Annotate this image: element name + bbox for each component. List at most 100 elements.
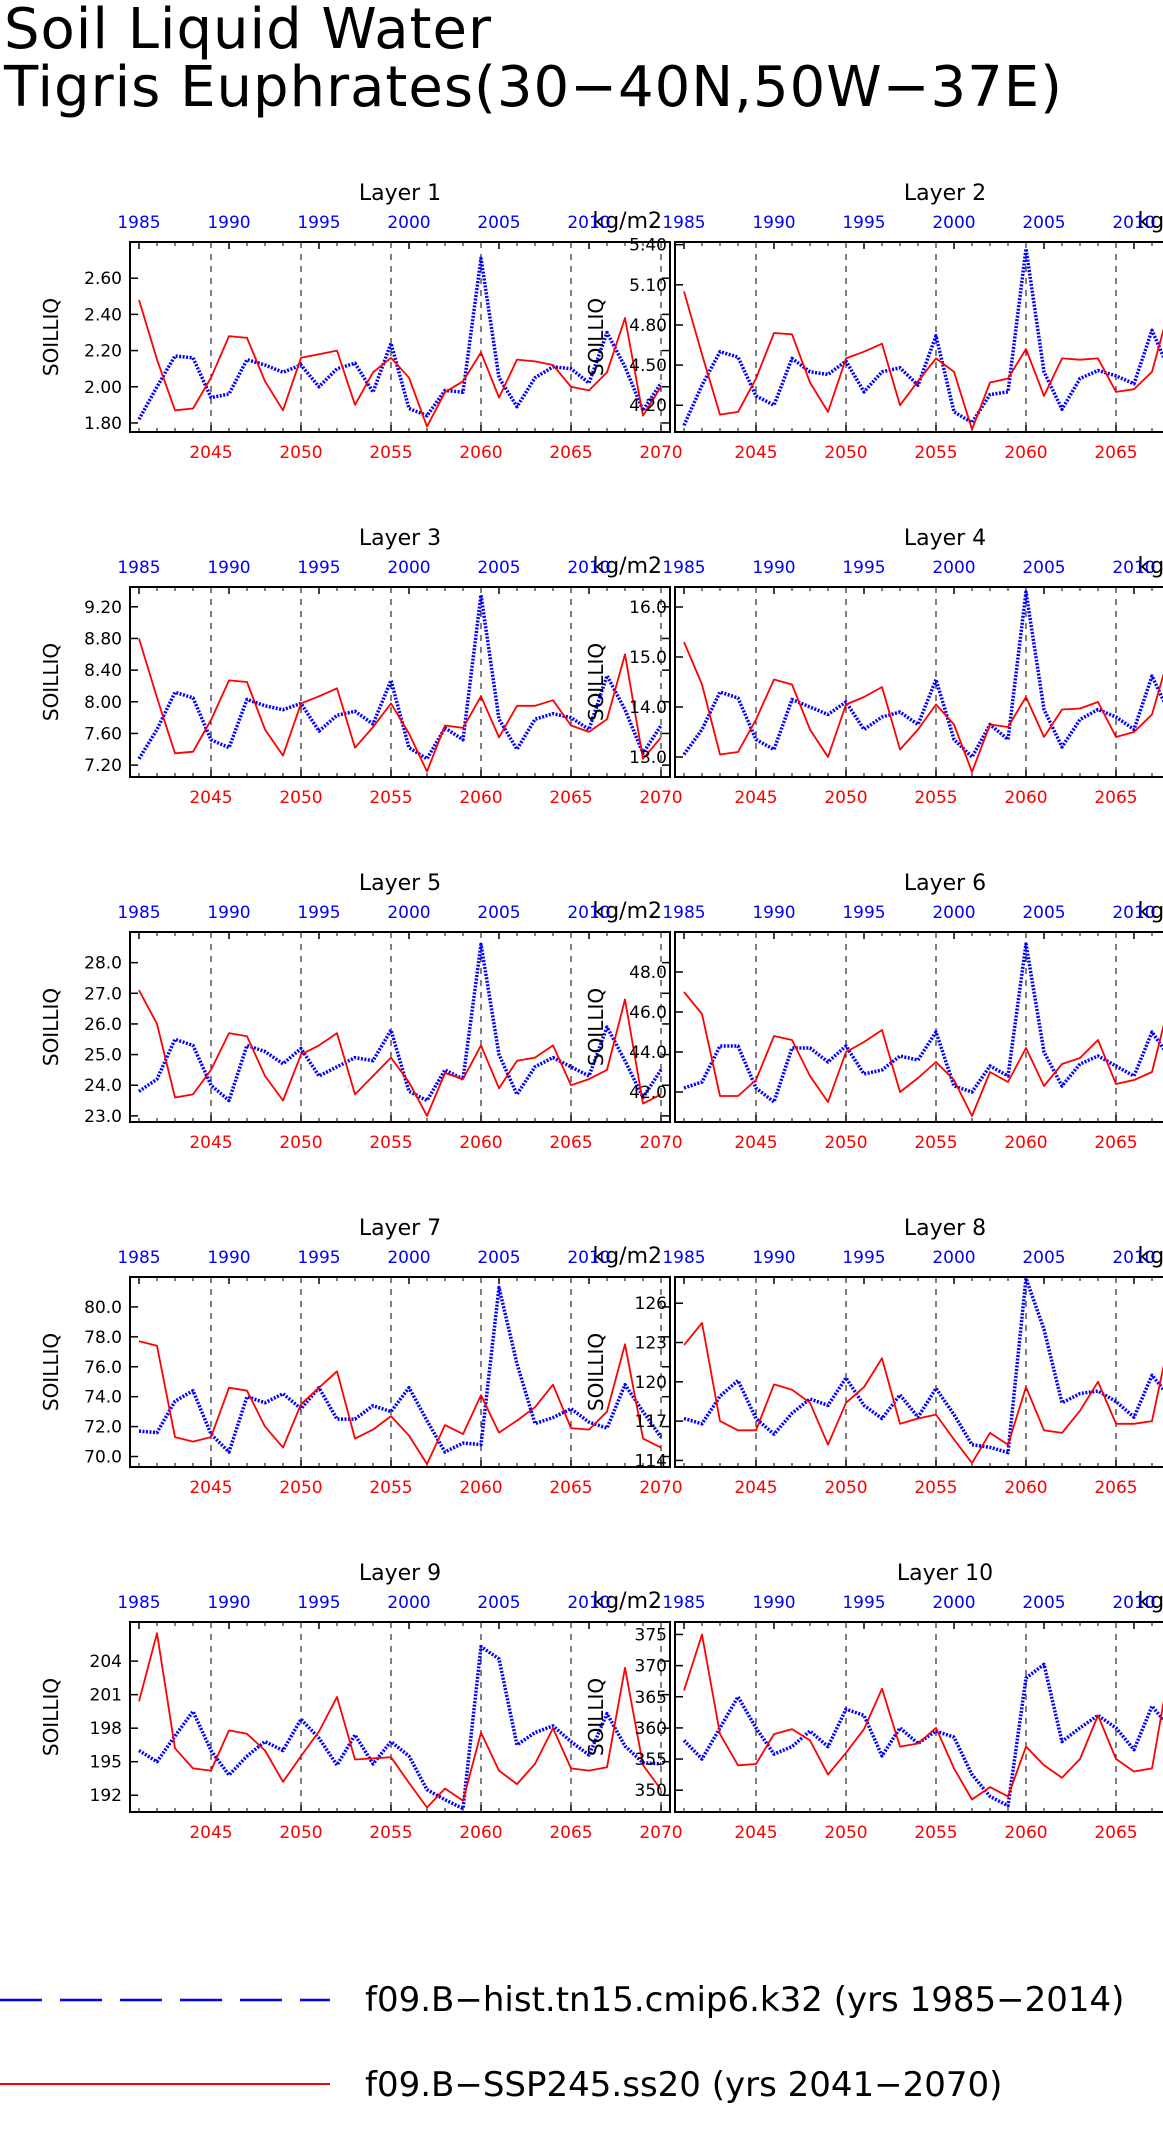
x-top-tick-label: 1985: [662, 558, 705, 578]
y-tick-label: 8.00: [84, 693, 122, 713]
x-top-tick-label: 1990: [752, 213, 795, 233]
y-tick-label: 28.0: [84, 954, 122, 974]
y-tick-label: 5.10: [629, 276, 667, 296]
x-top-tick-label: 2010: [1112, 558, 1155, 578]
x-top-tick-label: 1990: [752, 1593, 795, 1613]
y-tick-label: 76.0: [84, 1358, 122, 1378]
legend-label-hist: f09.B−hist.tn15.cmip6.k32 (yrs 1985−2014…: [365, 1980, 1125, 2020]
x-bottom-tick-label: 2055: [369, 1823, 412, 1843]
x-top-tick-label: 2005: [477, 903, 520, 923]
chart-title: Layer 4: [904, 526, 986, 551]
x-bottom-tick-label: 2055: [914, 443, 957, 463]
y-tick-label: 8.80: [84, 629, 122, 649]
series-line-hist: [138, 942, 663, 1103]
x-bottom-tick-label: 2055: [914, 1133, 957, 1153]
y-tick-label: 70.0: [84, 1448, 122, 1468]
y-tick-label: 80.0: [84, 1298, 122, 1318]
y-tick-label: 5.40: [629, 236, 667, 256]
chart-panel-7: Layer 7 kg/m2 SOILLIQ 1985 1990 1995 2000 2005 2…: [39, 1216, 683, 1498]
y-tick-label: 123: [635, 1334, 667, 1354]
y-tick-label: 48.0: [629, 963, 667, 983]
x-bottom-tick-label: 2060: [459, 788, 502, 808]
y-tick-label: 7.20: [84, 756, 122, 776]
x-bottom-tick-label: 2060: [459, 1478, 502, 1498]
x-bottom-tick-label: 2060: [1004, 443, 1047, 463]
x-top-tick-label: 2000: [387, 1593, 430, 1613]
y-tick-label: 72.0: [84, 1418, 122, 1438]
units-label: kg/m2: [1137, 1589, 1163, 1614]
legend-item-ssp: f09.B−SSP245.ss20 (yrs 2041−2070): [0, 2065, 1163, 2130]
units-label: kg/m2: [1137, 554, 1163, 579]
y-tick-label: 365: [635, 1688, 667, 1708]
x-top-tick-label: 2005: [477, 558, 520, 578]
chart-panel-5: Layer 5 kg/m2 SOILLIQ 1985 1990 1995 2000 2005 2…: [39, 871, 683, 1153]
y-tick-label: 192: [90, 1786, 122, 1806]
x-top-tick-label: 1990: [752, 1248, 795, 1268]
x-bottom-tick-label: 2065: [1094, 1478, 1137, 1498]
series-line-ssp: [683, 291, 1163, 431]
x-top-tick-label: 2005: [1022, 1248, 1065, 1268]
x-top-tick-label: 2000: [387, 1248, 430, 1268]
x-top-tick-label: 1995: [842, 903, 885, 923]
x-top-tick-label: 1990: [207, 1248, 250, 1268]
plot-frame: [129, 1621, 671, 1813]
chart-title: Layer 7: [359, 1216, 441, 1241]
y-tick-label: 195: [90, 1753, 122, 1773]
series-line-hist: [682, 590, 1163, 759]
series-line-ssp: [138, 1632, 662, 1809]
plot-frame: [674, 1276, 1163, 1468]
y-tick-label: 350: [635, 1781, 667, 1801]
x-top-tick-label: 1995: [842, 558, 885, 578]
x-top-tick-label: 1990: [752, 903, 795, 923]
x-bottom-tick-label: 2070: [639, 1133, 682, 1153]
y-tick-label: 2.20: [84, 342, 122, 362]
units-label: kg/m2: [592, 554, 662, 579]
x-bottom-tick-label: 2070: [639, 1823, 682, 1843]
x-top-tick-label: 2010: [1112, 213, 1155, 233]
y-tick-label: 44.0: [629, 1043, 667, 1063]
x-top-tick-label: 2000: [387, 903, 430, 923]
y-axis-label: SOILLIQ: [584, 643, 608, 721]
x-bottom-tick-label: 2050: [279, 443, 322, 463]
x-bottom-tick-label: 2045: [189, 1133, 232, 1153]
chart-panel-10: Layer 10 kg/m2 SOILLIQ 1985 1990 1995 2000 2005…: [584, 1561, 1163, 1843]
y-tick-label: 42.0: [629, 1083, 667, 1103]
series-line-ssp: [138, 638, 662, 773]
series-line-ssp: [138, 989, 662, 1117]
x-bottom-tick-label: 2060: [1004, 1133, 1047, 1153]
y-axis-label: SOILLIQ: [39, 1333, 63, 1411]
x-top-tick-label: 2000: [387, 213, 430, 233]
x-top-tick-label: 1995: [297, 1593, 340, 1613]
series-line-ssp: [138, 299, 662, 428]
chart-title: Layer 3: [359, 526, 441, 551]
x-top-tick-label: 1985: [662, 1248, 705, 1268]
series-line-hist: [137, 256, 663, 421]
units-label: kg/m2: [1137, 899, 1163, 924]
x-top-tick-label: 2005: [1022, 1593, 1065, 1613]
x-top-tick-label: 2010: [1112, 903, 1155, 923]
y-tick-label: 9.20: [84, 598, 122, 618]
x-bottom-tick-label: 2065: [1094, 1133, 1137, 1153]
x-top-tick-label: 2005: [1022, 558, 1065, 578]
x-bottom-tick-label: 2045: [189, 443, 232, 463]
x-top-tick-label: 2010: [1112, 1248, 1155, 1268]
x-bottom-tick-label: 2050: [279, 1478, 322, 1498]
x-bottom-tick-label: 2065: [1094, 788, 1137, 808]
plot-frame: [129, 586, 671, 778]
series-line-hist: [137, 593, 663, 761]
chart-panel-1: Layer 1 kg/m2 SOILLIQ 1985 1990 1995 2000 2005 2…: [39, 181, 683, 463]
x-bottom-tick-label: 2045: [189, 1823, 232, 1843]
series-line-hist: [682, 1662, 1163, 1808]
y-tick-label: 126: [635, 1294, 667, 1314]
series-line-ssp: [683, 991, 1163, 1117]
chart-title: Layer 9: [359, 1561, 441, 1586]
y-tick-label: 16.0: [629, 598, 667, 618]
y-tick-label: 2.40: [84, 305, 122, 325]
y-tick-label: 360: [635, 1719, 667, 1739]
x-top-tick-label: 1990: [207, 903, 250, 923]
x-bottom-tick-label: 2050: [824, 443, 867, 463]
x-bottom-tick-label: 2045: [734, 1133, 777, 1153]
y-tick-label: 8.40: [84, 661, 122, 681]
y-tick-label: 201: [90, 1686, 122, 1706]
y-tick-label: 14.0: [629, 698, 667, 718]
